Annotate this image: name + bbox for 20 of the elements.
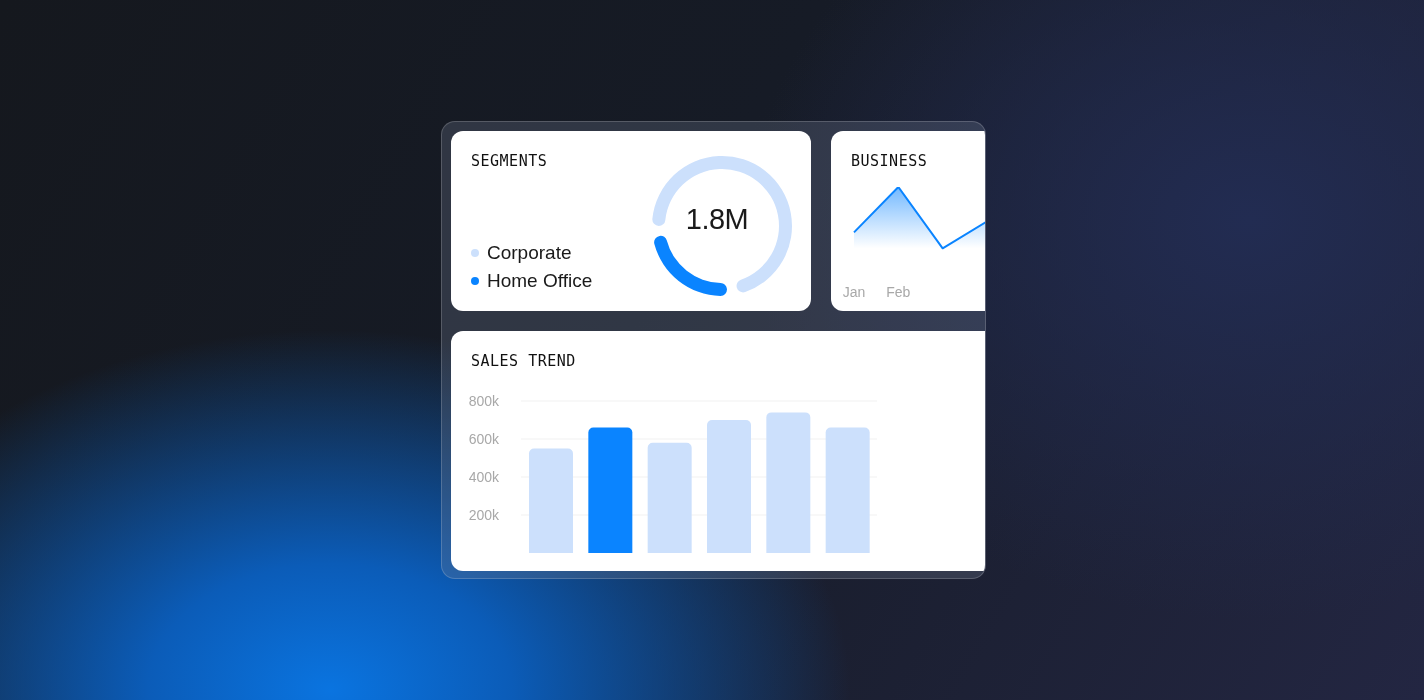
y-tick-label: 800k [468, 392, 500, 409]
y-tick-label: 400k [468, 468, 500, 485]
chart-title: BUSINESS [851, 152, 928, 170]
y-tick-label: 600k [468, 430, 500, 447]
y-tick-label: 200k [468, 506, 500, 523]
bar [529, 448, 573, 553]
bar [766, 412, 811, 553]
donut-slice [652, 156, 792, 293]
bar [707, 420, 751, 553]
x-tick-label: Feb [886, 283, 911, 300]
text: 1.8M [684, 203, 750, 236]
bar [825, 427, 870, 553]
legend-label: Corporate [487, 241, 572, 265]
bar [588, 427, 633, 553]
chart-title: SEGMENTS [471, 152, 548, 170]
x-tick-label: Jan [842, 283, 866, 300]
bar [647, 442, 692, 553]
legend-label: Home Office [487, 269, 593, 293]
donut-slice [654, 235, 727, 296]
chart-title: SALES TREND [471, 352, 576, 370]
